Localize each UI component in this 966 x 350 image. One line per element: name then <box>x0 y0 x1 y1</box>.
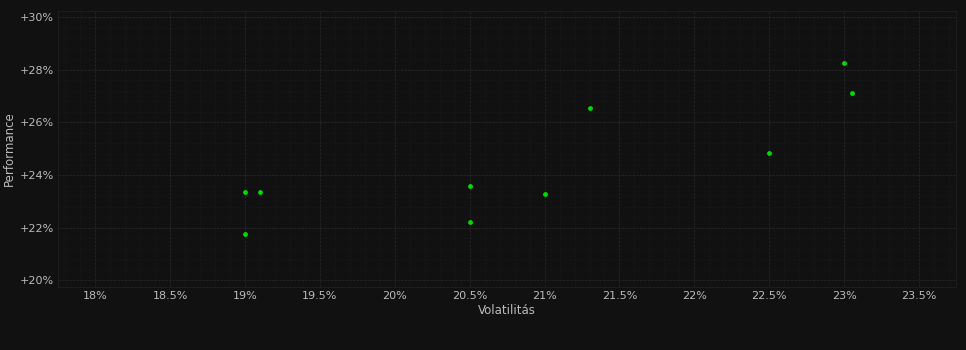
Point <box>252 189 268 195</box>
Point <box>761 150 777 155</box>
Point <box>462 220 477 225</box>
Point <box>837 60 852 66</box>
Point <box>238 232 253 237</box>
Point <box>537 191 553 196</box>
Point <box>462 183 477 188</box>
Point <box>844 91 860 96</box>
Y-axis label: Performance: Performance <box>2 111 15 186</box>
Point <box>238 189 253 195</box>
Point <box>582 105 597 111</box>
X-axis label: Volatilitás: Volatilitás <box>478 304 536 317</box>
